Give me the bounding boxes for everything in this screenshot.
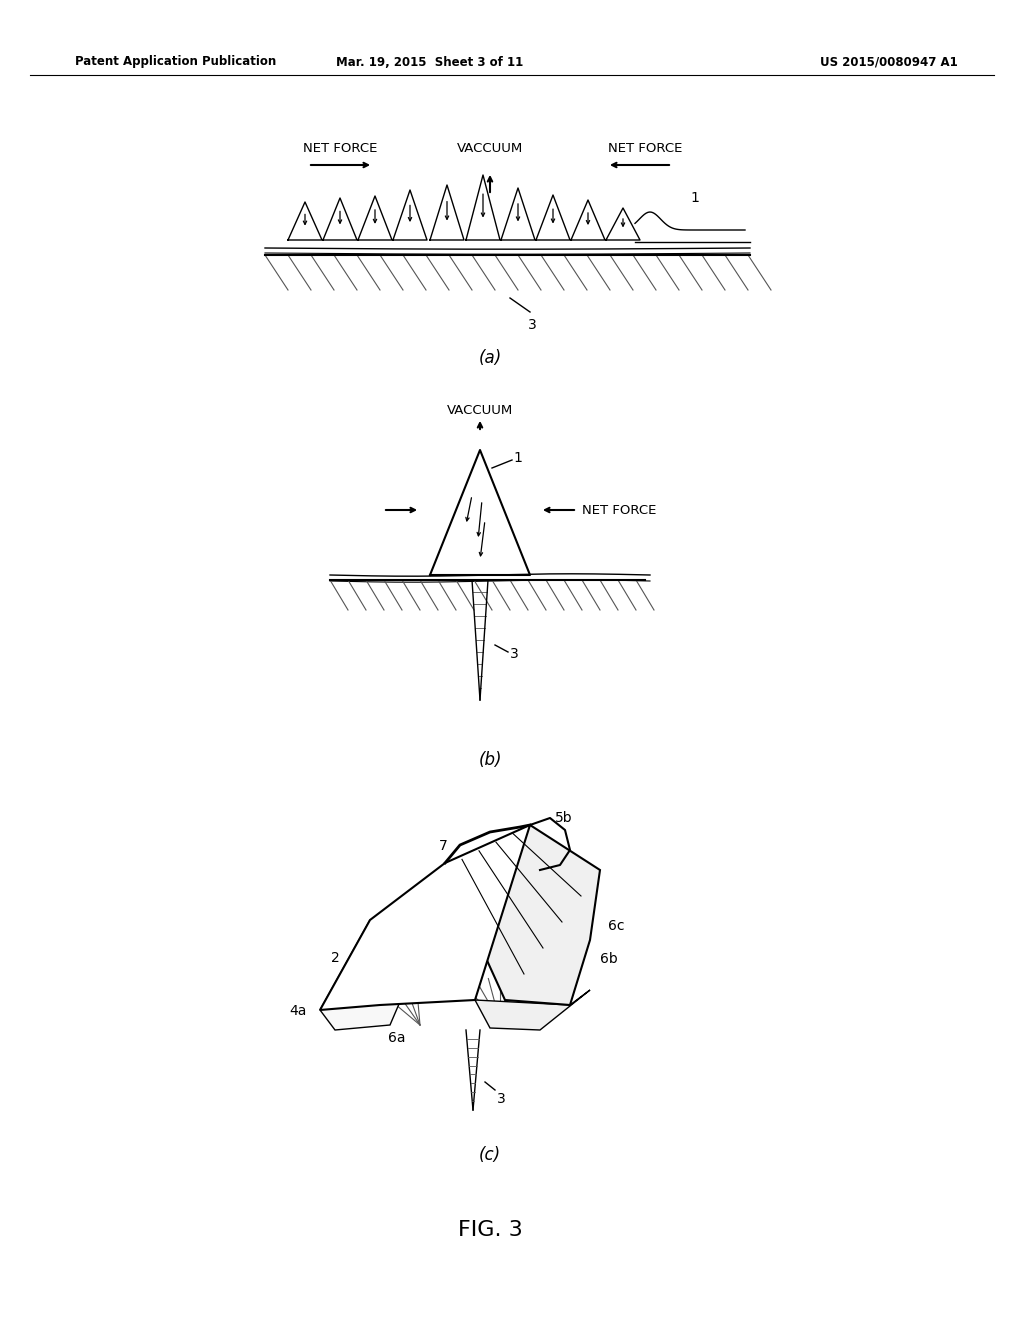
Text: Mar. 19, 2015  Sheet 3 of 11: Mar. 19, 2015 Sheet 3 of 11 bbox=[336, 55, 523, 69]
Text: (a): (a) bbox=[478, 348, 502, 367]
Text: 2: 2 bbox=[331, 950, 340, 965]
Text: 3: 3 bbox=[510, 647, 519, 661]
Text: VACCUUM: VACCUUM bbox=[457, 141, 523, 154]
Text: 7: 7 bbox=[439, 840, 449, 853]
Text: 5b: 5b bbox=[555, 810, 572, 825]
Text: (c): (c) bbox=[479, 1146, 501, 1164]
Polygon shape bbox=[319, 825, 530, 1010]
Text: 6c: 6c bbox=[608, 919, 625, 933]
Text: 6b: 6b bbox=[600, 952, 617, 966]
Text: NET FORCE: NET FORCE bbox=[303, 141, 377, 154]
Text: 3: 3 bbox=[497, 1092, 506, 1106]
Text: NET FORCE: NET FORCE bbox=[582, 503, 656, 516]
Text: 4b: 4b bbox=[548, 1001, 565, 1015]
Text: US 2015/0080947 A1: US 2015/0080947 A1 bbox=[820, 55, 957, 69]
Text: 3: 3 bbox=[527, 318, 537, 333]
Text: 1: 1 bbox=[513, 451, 522, 465]
Text: 1: 1 bbox=[690, 191, 698, 205]
Text: VACCUUM: VACCUUM bbox=[446, 404, 513, 417]
Text: 4a: 4a bbox=[290, 1005, 307, 1018]
Text: 6a: 6a bbox=[388, 1031, 406, 1045]
Text: (b): (b) bbox=[478, 751, 502, 770]
Text: 5a: 5a bbox=[388, 929, 406, 942]
Polygon shape bbox=[445, 825, 600, 1005]
Polygon shape bbox=[319, 920, 420, 1030]
Text: NET FORCE: NET FORCE bbox=[608, 141, 682, 154]
Text: FIG. 3: FIG. 3 bbox=[458, 1220, 522, 1239]
Text: 0: 0 bbox=[462, 941, 471, 954]
Text: Patent Application Publication: Patent Application Publication bbox=[75, 55, 276, 69]
Polygon shape bbox=[475, 990, 590, 1030]
